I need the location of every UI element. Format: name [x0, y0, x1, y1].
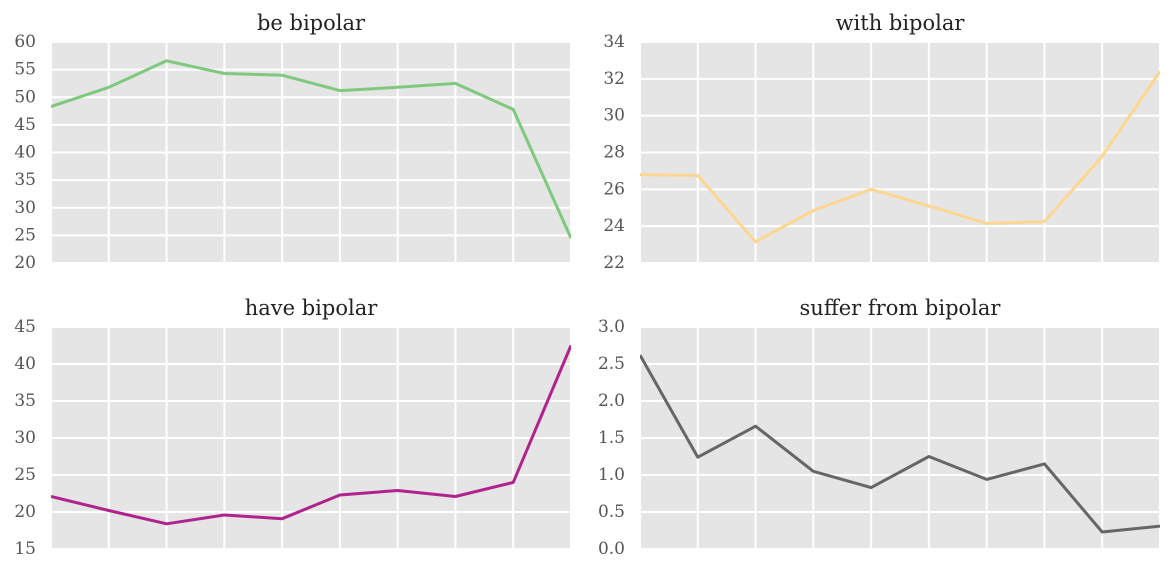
chart-panel-have-bipolar: 15 20 25 30 35 40 45 have bipolar [14, 296, 572, 559]
y-tick-label: 0.5 [598, 502, 625, 522]
y-tick-label: 3.0 [598, 317, 625, 337]
y-tick-label: 25 [14, 225, 36, 245]
y-tick-label: 15 [14, 539, 36, 559]
chart-title: have bipolar [245, 296, 378, 320]
y-tick-label: 35 [14, 391, 36, 411]
y-tick-label: 30 [14, 428, 36, 448]
y-tick-label: 1.0 [598, 465, 625, 485]
y-tick-label: 26 [603, 179, 625, 199]
y-tick-label: 40 [14, 143, 36, 163]
y-tick-label: 22 [603, 253, 625, 273]
series-line [51, 59, 571, 239]
y-tick-label: 40 [14, 354, 36, 374]
chart-title: suffer from bipolar [800, 296, 1002, 320]
y-tick-label: 32 [603, 69, 625, 89]
y-tick-label: 25 [14, 465, 36, 485]
chart-panel-with-bipolar: 22 24 26 28 30 32 34 with bipolar [603, 11, 1161, 273]
y-tick-label: 30 [14, 198, 36, 218]
y-tick-label: 24 [603, 216, 625, 236]
y-tick-label: 20 [14, 502, 36, 522]
chart-panel-be-bipolar: 20 25 30 35 40 45 50 55 60 be bipolar [14, 11, 572, 273]
y-tick-label: 45 [14, 115, 36, 135]
y-tick-label: 28 [603, 143, 625, 163]
series-line [640, 354, 1160, 534]
y-tick-label: 50 [14, 87, 36, 107]
y-tick-label: 20 [14, 253, 36, 273]
series-line [640, 70, 1160, 244]
y-tick-label: 45 [14, 317, 36, 337]
chart-panel-suffer-from-bipolar: 0.0 0.5 1.0 1.5 2.0 2.5 3.0 suffer from bipolar [598, 296, 1161, 559]
series-line [51, 344, 571, 526]
y-tick-label: 2.0 [598, 391, 625, 411]
y-tick-label: 60 [14, 32, 36, 52]
chart-title: with bipolar [836, 11, 966, 35]
y-tick-label: 0.0 [598, 539, 625, 559]
y-tick-label: 2.5 [598, 354, 625, 374]
y-tick-label: 30 [603, 106, 625, 126]
y-tick-label: 1.5 [598, 428, 625, 448]
y-tick-label: 34 [603, 32, 625, 52]
y-tick-label: 35 [14, 170, 36, 190]
chart-title: be bipolar [257, 11, 366, 35]
y-tick-label: 55 [14, 60, 36, 80]
